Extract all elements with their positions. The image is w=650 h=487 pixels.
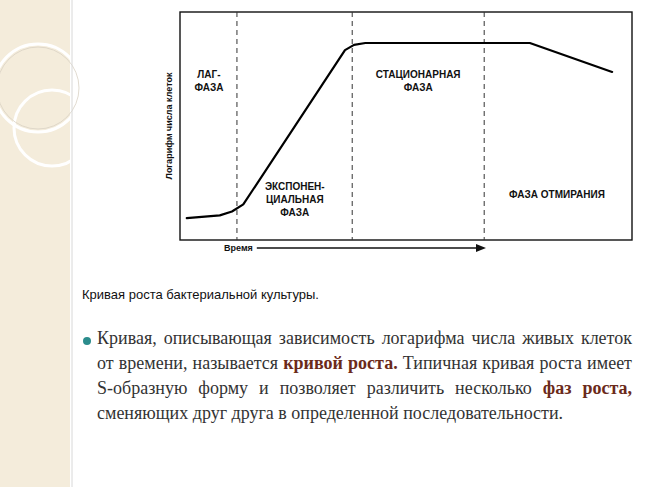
paragraph-text: сменяющих друг друга в определенной посл… xyxy=(97,403,563,423)
side-band xyxy=(0,0,70,487)
phase-label: ФАЗА ОТМИРАНИЯ xyxy=(509,189,605,200)
deco-circle xyxy=(14,90,90,166)
phase-label-line: ФАЗА xyxy=(194,82,223,93)
phase-label-line: ФАЗА xyxy=(280,207,309,218)
deco-circle xyxy=(0,44,82,132)
y-axis-title: Логарифм числа клеток xyxy=(164,72,174,179)
time-arrow xyxy=(257,247,478,248)
phase-label-line: ЦИАЛЬНАЯ xyxy=(266,194,324,205)
bullet-dot xyxy=(83,337,91,345)
phase-divider xyxy=(236,12,237,240)
phase-divider xyxy=(484,12,485,240)
phase-label-line: СТАЦИОНАРНАЯ xyxy=(376,69,461,80)
data-group xyxy=(187,43,612,218)
side-rule xyxy=(72,0,73,487)
deco-circle xyxy=(0,47,79,129)
plot-frame xyxy=(180,12,632,240)
bold-term: кривой роста. xyxy=(283,353,397,373)
phase-label-line: ЭКСПОНЕН- xyxy=(265,181,325,192)
phase-label-line: ФАЗА xyxy=(404,82,433,93)
phase-label-line: ФАЗА ОТМИРАНИЯ xyxy=(509,189,605,200)
chart-title: Кривая роста бактериальной культуры. xyxy=(82,287,319,302)
growth-curve xyxy=(187,43,612,218)
bullet-paragraph: Кривая, описывающая зависимость логарифм… xyxy=(97,326,632,426)
phase-label: ЭКСПОНЕН- ЦИАЛЬНАЯ ФАЗА xyxy=(265,181,325,218)
time-arrowhead xyxy=(476,244,486,252)
phase-label-line: ЛАГ- xyxy=(197,69,220,80)
phase-label: СТАЦИОНАРНАЯ ФАЗА xyxy=(376,69,461,93)
x-axis-title: Время xyxy=(224,243,253,253)
phase-label: ЛАГ- ФАЗА xyxy=(194,69,223,93)
bold-term: фаз роста, xyxy=(543,378,632,398)
